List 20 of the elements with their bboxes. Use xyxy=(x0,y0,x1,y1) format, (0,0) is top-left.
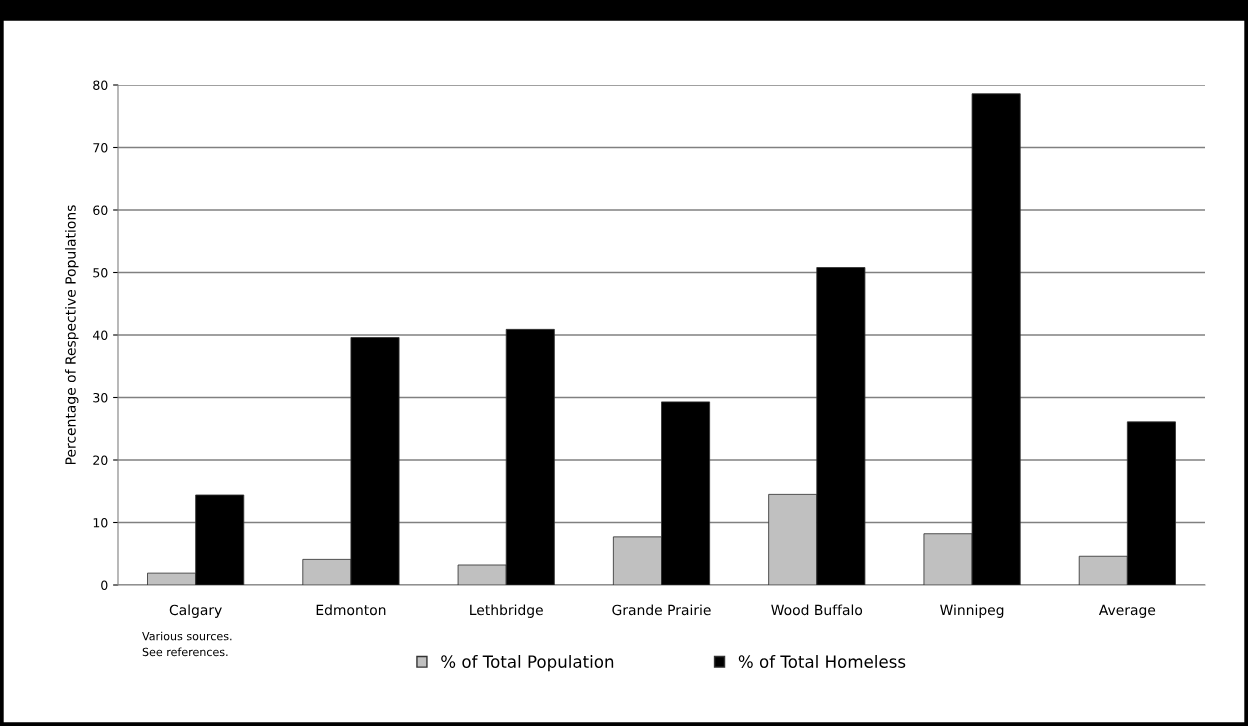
y-tick-label: 80 xyxy=(93,80,108,90)
x-tick-label: Winnipeg xyxy=(940,604,1004,618)
y-axis-title: Percentage of Respective Populations xyxy=(65,205,79,465)
x-tick-label: Average xyxy=(1098,604,1156,618)
y-tick-label: 10 xyxy=(93,517,108,528)
x-tick-label: Lethbridge xyxy=(470,604,543,618)
y-tick-label: 60 xyxy=(93,205,108,215)
text: Various sources. See references. xyxy=(142,631,232,657)
y-tick-label: 50 xyxy=(93,267,108,278)
x-tick-label: Wood Buffalo xyxy=(771,604,863,616)
y-tick-label: 0 xyxy=(101,580,108,590)
x-tick-label: Edmonton xyxy=(316,604,386,616)
y-tick-label: 40 xyxy=(92,330,108,340)
y-tick-label: 70 xyxy=(93,142,108,153)
y-tick-label: 30 xyxy=(93,392,108,403)
x-tick-label: Calgary xyxy=(169,604,222,618)
legend-label: % of Total Homeless xyxy=(738,655,906,668)
legend-label: % of Total Population xyxy=(441,655,614,672)
y-tick-label: 20 xyxy=(93,455,108,465)
x-tick-label: Grande Prairie xyxy=(612,604,711,616)
